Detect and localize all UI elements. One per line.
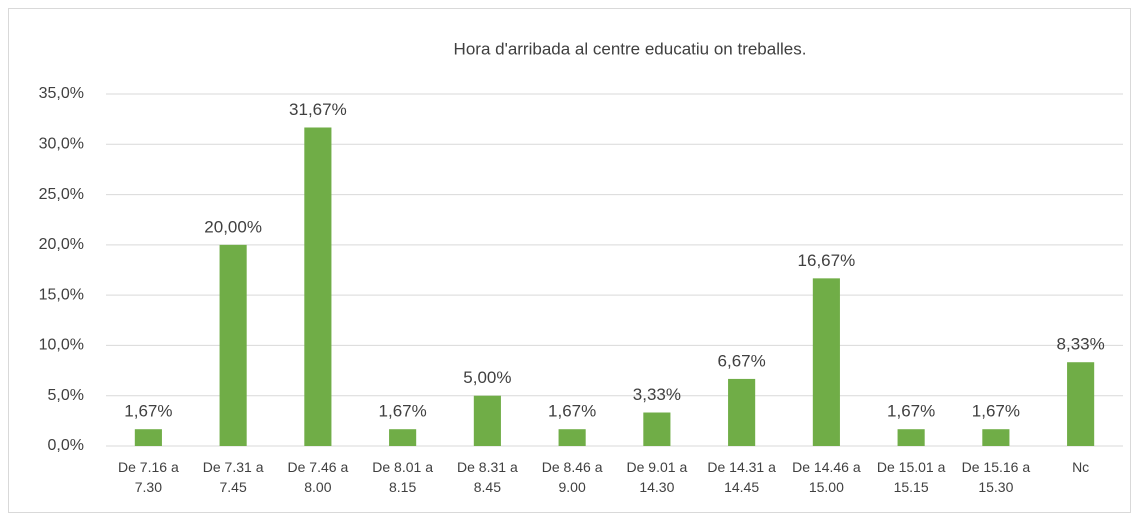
- data-label: 3,33%: [633, 385, 681, 404]
- x-tick-label: De 9.01 a 14.30: [626, 459, 688, 495]
- y-tick-label: 10,0%: [39, 337, 84, 354]
- x-tick-label: De 14.31 a 14.45: [707, 459, 776, 495]
- bar: [643, 412, 671, 446]
- data-label: 5,00%: [463, 368, 511, 387]
- x-tick-label: De 14.46 a 15.00: [792, 459, 861, 495]
- data-label: 6,67%: [718, 351, 766, 370]
- bar: [134, 429, 162, 446]
- bar: [473, 395, 501, 446]
- bar: [219, 244, 247, 446]
- y-tick-label: 25,0%: [39, 186, 84, 203]
- y-tick-label: 15,0%: [39, 286, 84, 303]
- y-tick-label: 35,0%: [39, 85, 84, 102]
- x-tick-label: De 8.31 a 8.45: [457, 459, 518, 495]
- bar: [897, 429, 925, 446]
- bar: [728, 378, 756, 446]
- bar: [389, 429, 417, 446]
- bar: [1067, 362, 1095, 446]
- x-tick-label: De 15.16 a 15.30: [961, 459, 1031, 495]
- data-label: 16,67%: [798, 251, 856, 270]
- x-tick-label: Nc: [1072, 459, 1090, 475]
- data-label: 1,67%: [887, 402, 935, 421]
- y-tick-label: 5,0%: [48, 387, 84, 404]
- bar: [812, 278, 840, 446]
- data-label: 1,67%: [972, 402, 1020, 421]
- y-tick-label: 0,0%: [48, 437, 84, 454]
- x-tick-label: De 15.01 a 15.15: [876, 459, 946, 495]
- data-label: 1,67%: [548, 402, 596, 421]
- bar: [304, 127, 332, 446]
- x-tick-label: De 7.31 a 7.45: [202, 459, 264, 495]
- chart-title: Hora d'arribada al centre educatiu on tr…: [454, 39, 807, 58]
- x-tick-label: De 7.46 a 8.00: [287, 459, 349, 495]
- bar: [558, 429, 586, 446]
- bar: [982, 429, 1010, 446]
- x-tick-label: De 8.01 a 8.15: [372, 459, 433, 495]
- data-label: 20,00%: [204, 217, 262, 236]
- y-tick-label: 30,0%: [39, 136, 84, 153]
- data-label: 1,67%: [124, 402, 172, 421]
- data-label: 31,67%: [289, 100, 347, 119]
- y-tick-label: 20,0%: [39, 236, 84, 253]
- x-tick-label: De 8.46 a 9.00: [541, 459, 603, 495]
- chart-border: [8, 8, 1131, 513]
- data-label: 8,33%: [1057, 335, 1105, 354]
- x-tick-label: De 7.16 a 7.30: [118, 459, 179, 495]
- data-label: 1,67%: [379, 402, 427, 421]
